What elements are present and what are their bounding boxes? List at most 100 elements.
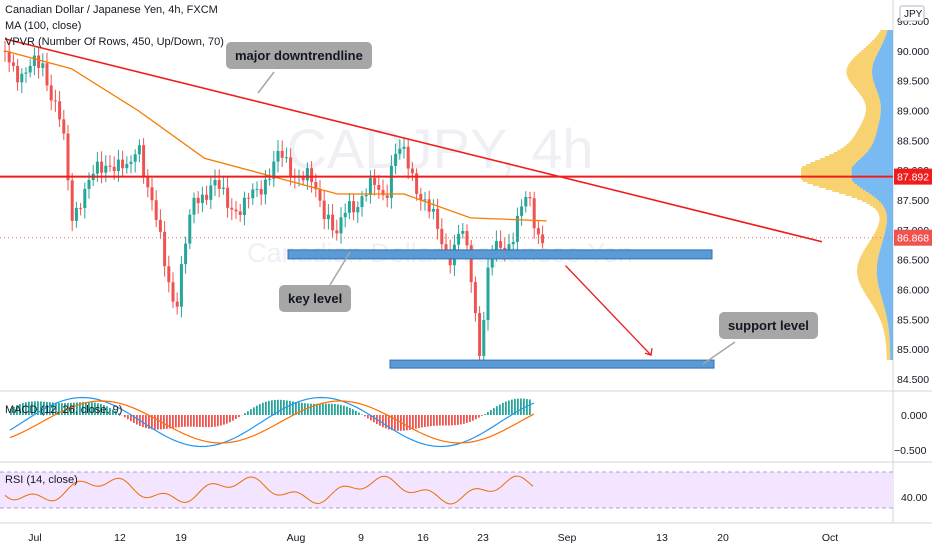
candle-body <box>306 168 309 180</box>
vp-row-up <box>880 118 893 120</box>
macd-bar <box>214 415 216 427</box>
vp-row-down <box>859 92 878 94</box>
vpvr-legend[interactable]: VPVR (Number Of Rows, 450, Up/Down, 70) <box>5 36 224 48</box>
macd-bar <box>259 404 261 415</box>
candle-body <box>482 320 485 356</box>
macd-bar <box>124 415 126 417</box>
vp-row-up <box>875 136 893 138</box>
ma-legend[interactable]: MA (100, close) <box>5 20 81 32</box>
vp-row-up <box>881 202 893 204</box>
macd-bar <box>484 414 486 415</box>
macd-bar <box>502 403 504 415</box>
candle-body <box>457 234 460 245</box>
vp-row-down <box>856 132 876 134</box>
candle-body <box>163 232 166 266</box>
candle-body <box>176 302 179 307</box>
price-tick-label: 86.500 <box>897 255 929 267</box>
candle-body <box>327 215 330 219</box>
vp-row-down <box>858 264 877 266</box>
price-tick-label: 88.500 <box>897 135 929 147</box>
vp-row-up <box>877 276 893 278</box>
vp-row-down <box>883 328 888 330</box>
vp-row-up <box>872 70 893 72</box>
vp-row-up <box>883 42 893 44</box>
macd-bar <box>250 409 252 415</box>
vp-row-up <box>886 226 893 228</box>
candle-body <box>520 206 523 215</box>
vp-row-up <box>869 148 893 150</box>
vp-row-down <box>876 230 885 232</box>
vp-row-down <box>857 266 877 268</box>
vp-row-down <box>848 76 873 78</box>
vp-row-up <box>877 130 893 132</box>
macd-bar <box>421 415 423 427</box>
vp-row-down <box>887 356 890 358</box>
macd-bar <box>301 403 303 415</box>
vp-row-down <box>852 138 874 140</box>
vp-row-down <box>884 332 889 334</box>
candle-body <box>478 313 481 356</box>
time-tick-label: Aug <box>287 532 306 544</box>
vp-row-up <box>884 206 893 208</box>
vp-row-up <box>877 274 893 276</box>
vp-row-down <box>845 194 871 196</box>
vp-row-up <box>879 96 893 98</box>
vp-row-up <box>883 300 893 302</box>
candle-body <box>167 266 170 282</box>
macd-bar <box>424 415 426 427</box>
vp-row-down <box>879 32 887 34</box>
projection-arrow <box>566 266 652 356</box>
vp-row-up <box>885 38 893 40</box>
vp-row-down <box>861 94 879 96</box>
macd-bar <box>472 415 474 421</box>
vp-row-up <box>886 210 893 212</box>
resistance-badge-text: 87.892 <box>897 172 929 184</box>
key-level-label: key level <box>279 285 351 312</box>
macd-bar <box>418 415 420 428</box>
macd-bar <box>427 415 429 426</box>
vp-row-up <box>876 56 893 58</box>
candle-body <box>121 160 124 169</box>
vp-row-down <box>881 322 887 324</box>
vp-row-down <box>860 258 878 260</box>
vp-row-down <box>869 242 882 244</box>
macd-bar <box>145 415 147 428</box>
vp-row-up <box>877 270 893 272</box>
vp-row-down <box>866 46 881 48</box>
vp-row-down <box>846 70 872 72</box>
vp-row-up <box>878 256 893 258</box>
macd-bar <box>457 415 459 425</box>
vp-row-up <box>877 128 893 130</box>
vp-row-up <box>886 224 893 226</box>
vp-row-down <box>866 108 881 110</box>
macd-bar <box>142 415 144 427</box>
vp-row-down <box>880 218 887 220</box>
vp-row-up <box>884 306 893 308</box>
candle-body <box>335 230 338 233</box>
vp-row-up <box>873 64 893 66</box>
vp-row-up <box>854 164 893 166</box>
macd-bar <box>262 403 264 415</box>
vp-row-down <box>874 38 884 40</box>
macd-bar <box>196 415 198 427</box>
candle-body <box>529 197 532 198</box>
vp-row-down <box>871 238 883 240</box>
vp-row-up <box>889 334 893 336</box>
vp-row-up <box>878 92 893 94</box>
vp-row-down <box>837 150 868 152</box>
vp-row-down <box>869 298 882 300</box>
macd-bar <box>490 410 492 415</box>
vp-row-down <box>887 358 890 360</box>
candle-body <box>180 264 183 307</box>
macd-bar <box>442 415 444 426</box>
price-tick-label: 84.500 <box>897 374 929 386</box>
vp-row-up <box>890 340 893 342</box>
candle-body <box>134 154 137 161</box>
vp-row-up <box>872 194 893 196</box>
vp-row-up <box>882 44 893 46</box>
macd-bar <box>349 408 351 415</box>
candle-body <box>8 51 11 62</box>
vp-row-down <box>882 324 888 326</box>
macd-bar <box>493 408 495 415</box>
